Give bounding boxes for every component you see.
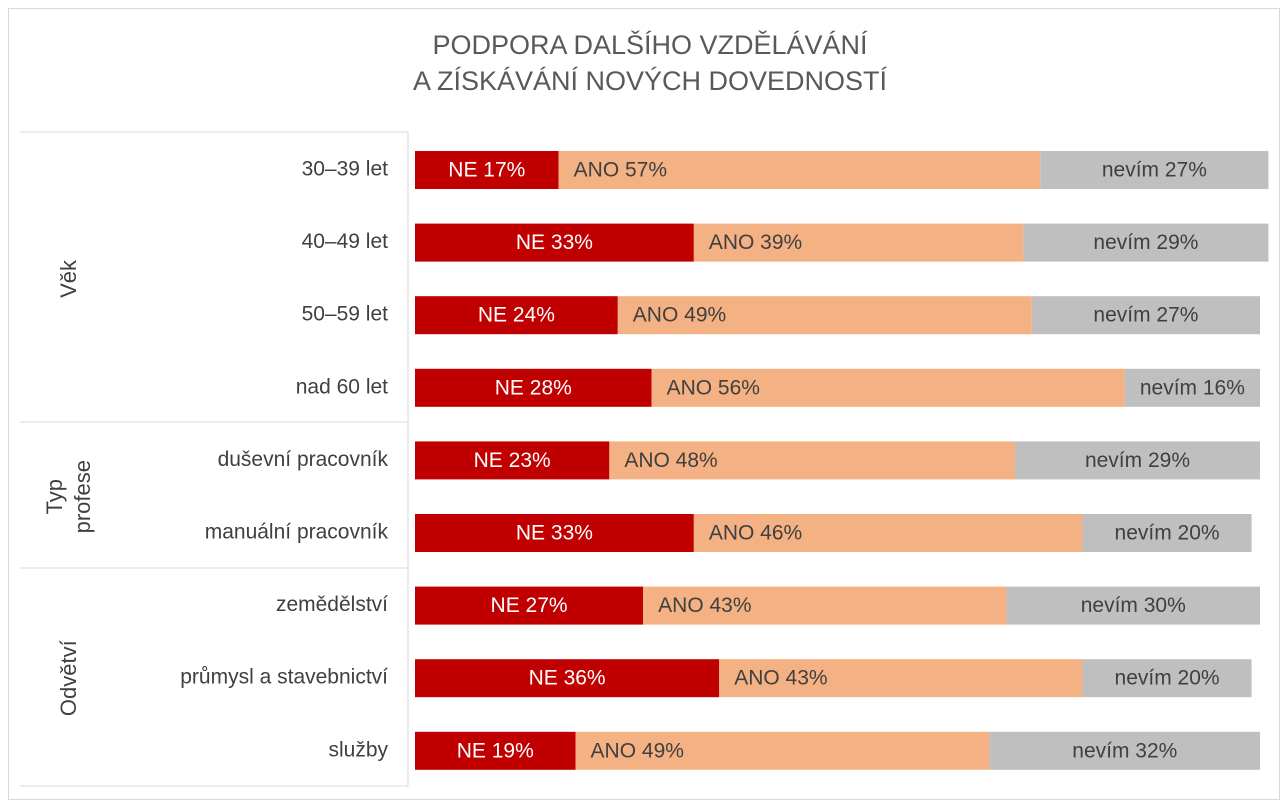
bar-segment [415,151,559,189]
chart-title: A ZÍSKÁVÁNÍ NOVÝCH DOVEDNOSTÍ [413,66,888,96]
bar-segment [558,151,1041,189]
data-label: nevím 20% [1115,522,1220,545]
data-label: nevím 30% [1081,594,1186,617]
data-label: NE 36% [529,667,606,690]
bar-segment [1031,296,1260,335]
bar-segment [1082,659,1252,698]
bar-segment [989,731,1260,770]
category-label: průmysl a stavebnictví [180,666,388,689]
category-label: manuální pracovník [205,521,389,544]
category-label: 30–39 let [302,158,389,181]
data-label: nevím 29% [1085,449,1190,472]
data-label: ANO 57% [574,159,667,182]
bar-segment [415,731,576,770]
data-label: NE 17% [448,159,525,182]
bar-segment [415,514,694,552]
data-label: NE 23% [474,449,551,472]
bar-segment [643,586,1007,625]
bar-segment [415,296,618,335]
data-label: ANO 39% [709,231,802,254]
bar-segment [1040,151,1269,189]
bar-segment [415,659,720,698]
data-label: ANO 46% [709,522,802,545]
bar-segment [415,441,610,480]
bar-segment [415,368,652,407]
category-label: 40–49 let [302,230,389,253]
data-label: nevím 16% [1140,376,1245,399]
data-label: ANO 48% [624,449,717,472]
data-label: NE 24% [478,304,555,327]
data-label: ANO 49% [633,304,726,327]
data-label: nevím 27% [1093,304,1198,327]
bar-segment [617,296,1032,335]
bar-segment [1082,514,1252,552]
bar-segment [415,223,694,262]
bar-segment [415,586,644,625]
bar-segment [693,223,1024,262]
category-label: 50–59 let [302,303,389,326]
label-frame [20,131,409,787]
bar-segment [575,731,990,770]
category-label: služby [328,738,388,761]
category-label: zemědělství [276,593,388,616]
group-label: Typ [42,479,67,514]
data-label: NE 33% [516,522,593,545]
bar-segment [609,441,1015,480]
data-label: nevím 32% [1072,739,1177,762]
data-label: ANO 43% [658,594,751,617]
bar-segment [693,514,1083,552]
data-label: nevím 20% [1115,667,1220,690]
group-label: profese [70,460,95,533]
data-label: NE 28% [495,376,572,399]
group-label: Odvětví [56,640,81,716]
bar-segment [1006,586,1260,625]
data-label: ANO 56% [667,376,760,399]
data-label: nevím 27% [1102,159,1207,182]
data-label: NE 27% [491,594,568,617]
bar-segment [1014,441,1260,480]
data-label: ANO 43% [734,667,827,690]
category-label: nad 60 let [296,375,388,398]
bar-segment [1023,223,1269,262]
data-label: NE 19% [457,739,534,762]
group-label: Věk [56,259,81,298]
bar-segment [1124,368,1260,407]
category-label: duševní pracovník [218,448,389,471]
data-label: nevím 29% [1093,231,1198,254]
data-label: ANO 49% [591,739,684,762]
chart-title: PODPORA DALŠÍHO VZDĚLÁVÁNÍ [432,29,868,60]
bar-segment [719,659,1083,698]
bar-segment [651,368,1125,407]
data-label: NE 33% [516,231,593,254]
